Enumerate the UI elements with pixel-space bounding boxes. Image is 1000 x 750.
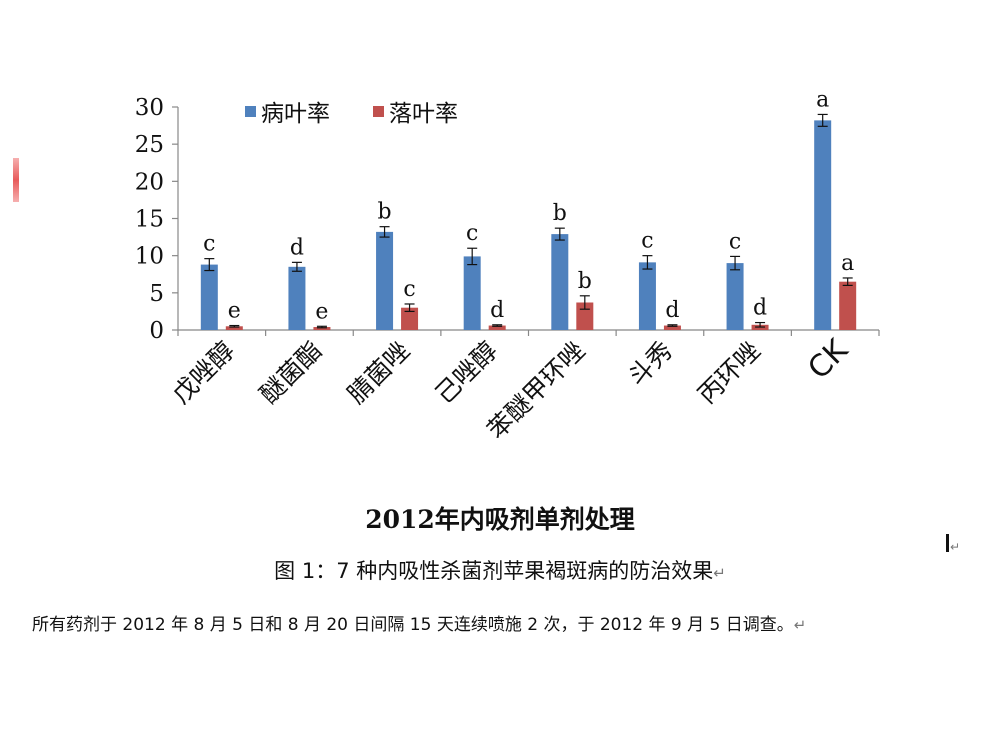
- bar-diseased: [726, 263, 744, 330]
- significance-label: d: [753, 296, 767, 321]
- significance-label: b: [553, 201, 567, 226]
- bar-diseased: [463, 256, 481, 330]
- bar-defoliation: [313, 327, 331, 330]
- bar-defoliation: [663, 325, 681, 330]
- bar-diseased: [200, 264, 218, 330]
- bar-defoliation: [839, 281, 857, 330]
- slide-accent-bar: [13, 158, 19, 202]
- y-tick-label: 5: [149, 281, 164, 307]
- return-mark: ↵: [793, 616, 807, 634]
- significance-label: a: [816, 87, 829, 112]
- significance-label: d: [665, 298, 679, 323]
- x-category-label: 斗秀: [622, 336, 678, 392]
- bar-diseased: [551, 234, 569, 330]
- return-mark: ↵: [713, 564, 726, 582]
- significance-label: e: [228, 299, 241, 324]
- figure-caption-text: 图 1：7 种内吸性杀菌剂苹果褐斑病的防治效果: [274, 559, 714, 583]
- bar-chart: 051015202530ce戊唑醇de醚菌酯bc腈菌唑cd己唑醇bb苯醚甲环唑c…: [135, 87, 880, 445]
- bar-diseased: [288, 266, 306, 330]
- legend-swatch-diseased: [245, 106, 256, 117]
- y-tick-label: 15: [135, 207, 164, 233]
- bar-defoliation: [488, 325, 506, 330]
- y-tick-label: 10: [135, 244, 164, 270]
- return-mark: ↵: [950, 540, 961, 554]
- figure-note: 所有药剂于 2012 年 8 月 5 日和 8 月 20 日间隔 15 天连续喷…: [32, 610, 806, 635]
- significance-label: c: [203, 232, 215, 257]
- y-tick-label: 25: [135, 132, 164, 158]
- significance-label: d: [290, 235, 304, 260]
- x-category-label: 醚菌酯: [254, 336, 328, 410]
- bar-diseased: [638, 262, 656, 330]
- y-tick-label: 30: [135, 95, 164, 121]
- x-category-label: 己唑醇: [429, 336, 503, 410]
- bar-defoliation: [225, 326, 243, 330]
- x-category-label: 戊唑醇: [167, 336, 241, 410]
- figure-note-text: 所有药剂于 2012 年 8 月 5 日和 8 月 20 日间隔 15 天连续喷…: [32, 615, 794, 635]
- significance-label: b: [578, 269, 592, 294]
- significance-label: e: [315, 299, 328, 324]
- legend-label: 病叶率: [261, 101, 330, 127]
- bar-defoliation: [401, 307, 419, 330]
- text-cursor: [946, 534, 949, 552]
- legend-label: 落叶率: [389, 101, 458, 127]
- y-tick-label: 0: [149, 318, 164, 344]
- significance-label: c: [641, 229, 653, 254]
- significance-label: c: [403, 277, 415, 302]
- x-category-label: 腈菌唑: [342, 336, 416, 410]
- significance-label: b: [378, 200, 392, 225]
- x-category-label: CK: [801, 332, 855, 386]
- x-category-label: 丙环唑: [692, 336, 766, 410]
- bar-diseased: [814, 120, 832, 330]
- significance-label: c: [729, 229, 741, 254]
- y-tick-label: 20: [135, 169, 164, 195]
- legend-swatch-defoliation: [373, 106, 384, 117]
- chart-title: 2012年内吸剂单剂处理: [365, 505, 635, 534]
- significance-label: a: [841, 251, 854, 276]
- figure-caption: 图 1：7 种内吸性杀菌剂苹果褐斑病的防治效果↵: [0, 555, 1000, 585]
- bar-diseased: [376, 231, 394, 330]
- significance-label: c: [466, 221, 478, 246]
- significance-label: d: [490, 298, 504, 323]
